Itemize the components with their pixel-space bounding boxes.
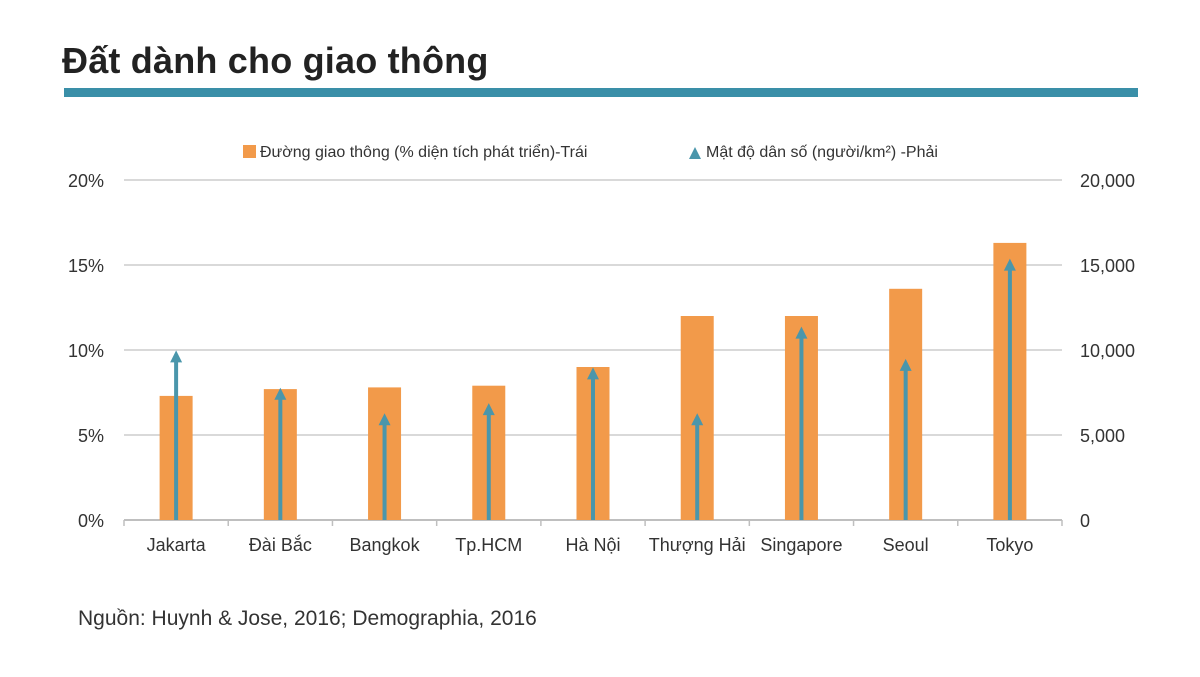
left-tick-label: 5% — [78, 426, 104, 446]
right-tick-label: 15,000 — [1080, 256, 1135, 276]
category-label: Bangkok — [350, 535, 421, 555]
right-tick-label: 5,000 — [1080, 426, 1125, 446]
category-label: Jakarta — [147, 535, 207, 555]
category-label: Hà Nội — [565, 535, 620, 555]
legend-swatch-bar — [243, 145, 256, 158]
category-label: Tokyo — [986, 535, 1033, 555]
right-tick-label: 10,000 — [1080, 341, 1135, 361]
right-tick-label: 20,000 — [1080, 171, 1135, 191]
left-tick-label: 10% — [68, 341, 104, 361]
category-label: Seoul — [883, 535, 929, 555]
density-arrow-head — [1003, 258, 1016, 271]
legend-label-arrow: Mật độ dân số (người/km²) -Phải — [706, 144, 938, 161]
category-label: Thượng Hải — [649, 535, 746, 555]
source-note: Nguồn: Huynh & Jose, 2016; Demographia, … — [78, 607, 537, 630]
left-tick-label: 15% — [68, 256, 104, 276]
density-arrow-head — [691, 413, 704, 426]
density-arrow-head — [482, 403, 495, 416]
legend-label-bar: Đường giao thông (% diện tích phát triển… — [260, 143, 587, 161]
density-arrow-head — [899, 358, 912, 371]
density-arrow-head — [274, 387, 287, 400]
title-underline — [64, 88, 1138, 97]
legend-marker-arrow — [689, 147, 701, 159]
category-label: Tp.HCM — [455, 535, 522, 555]
category-label: Singapore — [760, 535, 842, 555]
density-arrow-head — [795, 326, 808, 339]
right-tick-label: 0 — [1080, 511, 1090, 531]
density-arrow-head — [170, 350, 183, 363]
left-tick-label: 20% — [68, 171, 104, 191]
left-tick-label: 0% — [78, 511, 104, 531]
density-arrow-head — [378, 413, 391, 426]
density-arrow-head — [587, 367, 599, 380]
category-label: Đài Bắc — [249, 534, 312, 555]
chart-area: 0% 0 5% 5,000 10% 10,000 15% 15,000 20% 20,000 Jak… — [68, 143, 1135, 555]
chart-title: Đất dành cho giao thông — [62, 40, 489, 81]
